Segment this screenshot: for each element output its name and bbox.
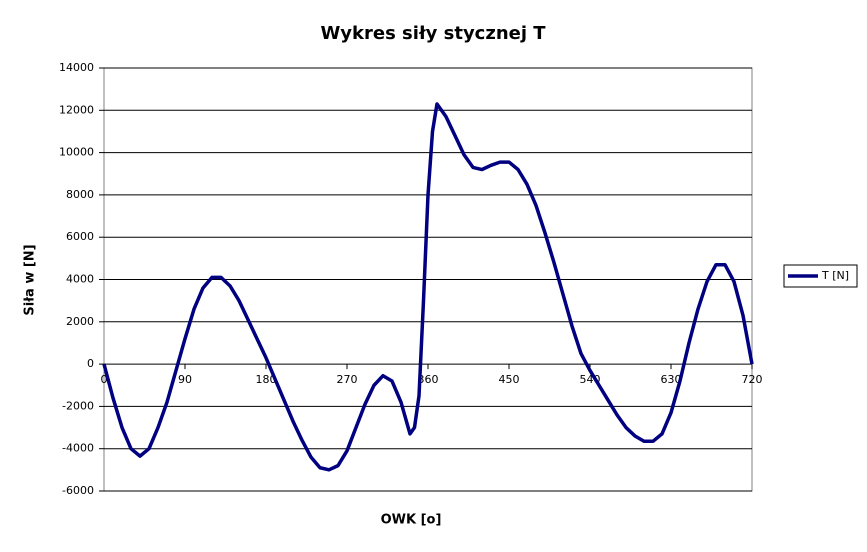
x-tick-label: 270 <box>337 373 358 386</box>
legend-label: T [N] <box>821 269 849 282</box>
x-tick-label: 180 <box>256 373 277 386</box>
y-tick-label: 4000 <box>66 273 94 286</box>
y-tick-label: 2000 <box>66 315 94 328</box>
x-tick-label: 90 <box>178 373 192 386</box>
x-tick-label: 0 <box>101 373 108 386</box>
y-tick-label: -4000 <box>62 442 94 455</box>
y-tick-label: 14000 <box>59 61 94 74</box>
x-tick-label: 450 <box>499 373 520 386</box>
legend-box <box>783 264 858 288</box>
y-axis-label: Siła w [N] <box>23 244 38 315</box>
y-tick-label: 12000 <box>59 103 94 116</box>
chart-title: Wykres siły stycznej T <box>320 23 546 44</box>
y-tick-label: -2000 <box>62 399 94 412</box>
x-axis-label: OWK [o] <box>381 513 442 528</box>
y-tick-label: 6000 <box>66 230 94 243</box>
y-tick-label: 0 <box>87 357 94 370</box>
y-tick-label: 8000 <box>66 188 94 201</box>
y-tick-label: 10000 <box>59 146 94 159</box>
x-tick-label: 630 <box>661 373 682 386</box>
y-tick-label: -6000 <box>62 484 94 497</box>
x-tick-label: 720 <box>742 373 763 386</box>
x-tick-label: 360 <box>418 373 439 386</box>
data-line <box>102 102 754 472</box>
